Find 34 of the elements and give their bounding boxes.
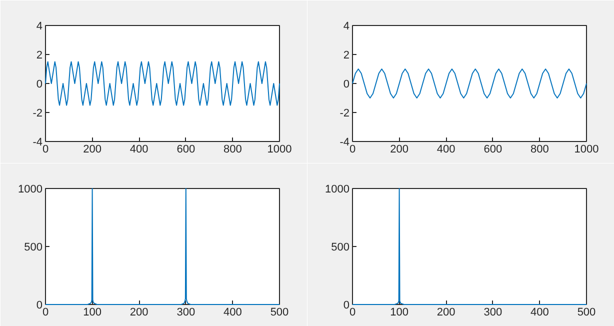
x-tick-label: 400 xyxy=(436,144,456,156)
y-tick-label: 2 xyxy=(343,50,350,62)
y-tick-label: -4 xyxy=(340,136,350,148)
x-tick-label: 400 xyxy=(130,144,148,156)
x-tick-label: 200 xyxy=(390,144,408,156)
x-tick-label: 400 xyxy=(224,306,242,318)
x-tick-label: 100 xyxy=(390,306,408,318)
y-tick-label: 4 xyxy=(36,20,43,32)
y-tick-label: -2 xyxy=(340,108,350,120)
x-tick-label: 800 xyxy=(530,144,549,156)
x-tick-label: 600 xyxy=(176,144,196,156)
x-tick-label: 100 xyxy=(83,306,102,318)
y-tick-label: -2 xyxy=(32,108,42,120)
x-tick-label: 300 xyxy=(176,306,196,318)
x-tick-label: 200 xyxy=(436,306,456,318)
x-tick-label: 200 xyxy=(83,144,102,156)
x-tick-label: 600 xyxy=(484,144,502,156)
x-tick-label: 200 xyxy=(130,306,148,318)
y-tick-label: 500 xyxy=(24,242,43,254)
x-tick-label: 400 xyxy=(530,306,549,318)
x-tick-label: 1000 xyxy=(574,144,599,156)
y-tick-label: 0 xyxy=(343,78,350,90)
x-tick-label: 800 xyxy=(224,144,242,156)
y-tick-label: 4 xyxy=(343,20,350,32)
x-tick-label: 500 xyxy=(577,306,596,318)
y-tick-label: 1000 xyxy=(325,184,350,196)
y-tick-label: 0 xyxy=(36,78,43,90)
y-tick-label: -4 xyxy=(32,136,42,148)
y-tick-label: 500 xyxy=(331,242,350,254)
y-tick-label: 1000 xyxy=(18,184,43,196)
y-tick-label: 2 xyxy=(36,50,43,62)
x-tick-label: 300 xyxy=(484,306,502,318)
x-tick-label: 500 xyxy=(270,306,289,318)
x-tick-label: 1000 xyxy=(267,144,292,156)
